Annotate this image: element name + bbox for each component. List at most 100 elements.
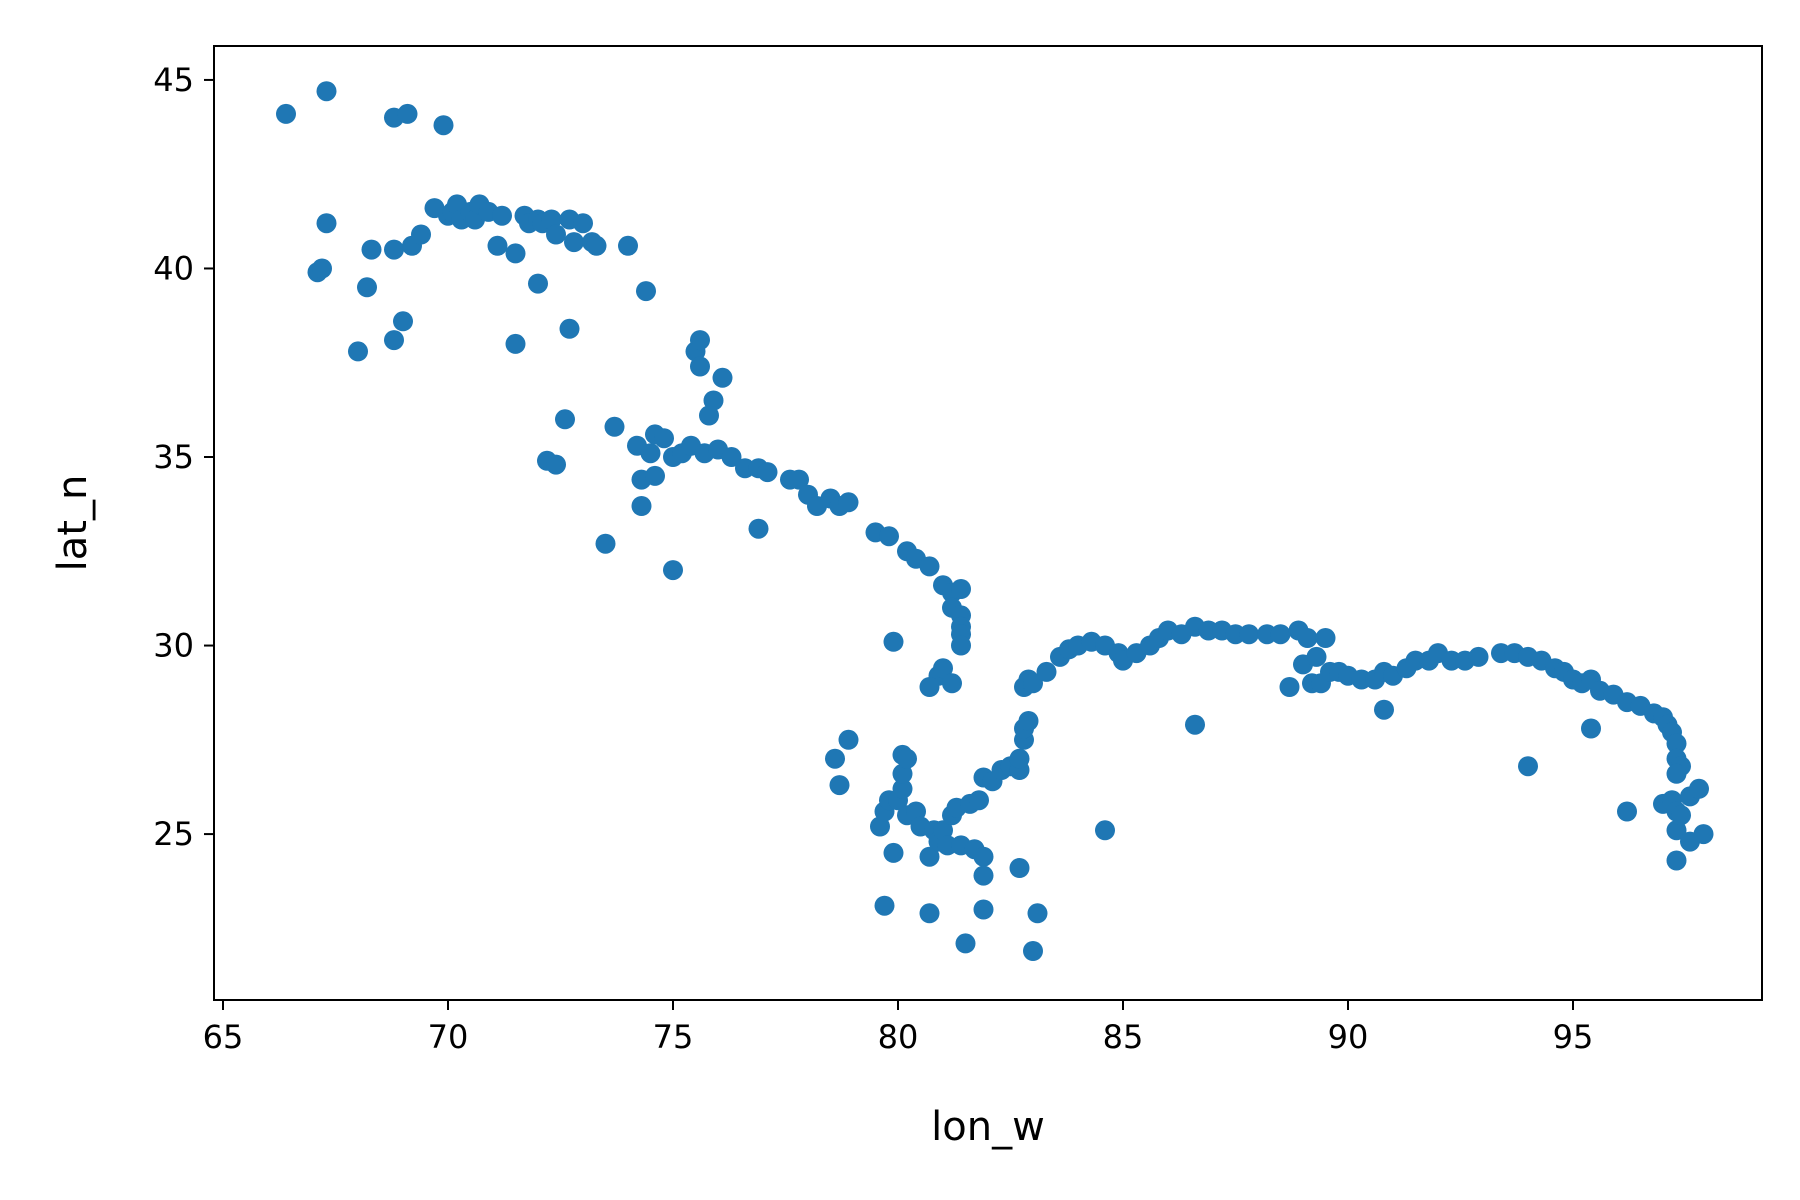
data-point [1671,805,1691,826]
data-point [1239,624,1259,645]
data-point [703,390,724,411]
data-point [690,356,710,377]
data-point [906,801,926,822]
data-point [397,103,418,124]
data-point [1518,756,1538,777]
data-point [874,895,895,916]
data-point [411,224,431,245]
data-point [1279,677,1300,697]
data-point [879,526,899,547]
data-point [897,748,917,769]
data-point [883,631,904,652]
data-point [492,205,512,226]
data-point [951,579,971,599]
data-point [883,842,904,863]
y-tick-label: 45 [153,61,194,99]
y-tick-label: 30 [153,627,194,665]
data-point [712,367,733,388]
data-point [955,933,976,954]
data-point [541,209,562,230]
y-tick-label: 35 [153,438,194,476]
x-tick-label: 70 [428,1018,469,1056]
data-point [357,277,377,298]
data-point [973,899,994,920]
data-point [1270,624,1291,645]
data-point [528,273,548,294]
data-point [663,560,683,581]
data-point [316,81,337,102]
x-tick-label: 65 [203,1018,244,1056]
data-point [942,673,962,694]
data-point [1185,714,1205,735]
data-point [487,235,508,256]
data-point [1297,628,1318,648]
data-point [1306,646,1327,667]
data-point [919,846,940,867]
data-point [969,790,989,811]
data-point [1689,778,1709,799]
data-point [825,748,845,769]
data-point [789,469,809,490]
data-point [1666,763,1687,784]
data-point [348,341,368,362]
data-point [636,281,656,302]
data-point [919,556,940,577]
data-point [699,405,719,426]
x-tick-label: 85 [1103,1018,1144,1056]
data-point [690,330,710,351]
plot-area-frame [213,45,1763,1001]
data-point [1018,711,1039,731]
data-point [1095,820,1115,841]
data-point [892,778,913,799]
data-point [393,311,413,332]
data-point [951,635,971,656]
data-point [1023,941,1043,961]
axis-ticks: 65 70 75 80 85 90 95 25 30 35 40 45 [153,61,1593,1056]
data-point [559,318,580,339]
data-point [384,330,404,351]
data-point [573,213,593,234]
data-point [564,232,584,253]
data-point [316,213,337,234]
data-point [595,533,616,554]
x-tick-label: 75 [653,1018,694,1056]
data-point [1693,824,1714,845]
y-tick-label: 40 [153,249,194,287]
data-point [640,443,661,464]
data-point [645,465,665,486]
data-point [555,409,575,430]
data-point [312,258,332,279]
x-tick-label: 95 [1553,1018,1594,1056]
data-point [870,816,890,837]
data-point [1666,733,1687,754]
data-point [546,454,566,475]
data-point [1374,699,1394,720]
data-point [838,729,859,750]
data-point [618,235,638,256]
points-layer [276,81,1714,961]
data-point [631,496,652,516]
x-tick-label: 90 [1328,1018,1369,1056]
data-point [505,333,526,354]
data-point [973,865,994,886]
data-point [505,243,526,264]
data-point [1036,661,1057,682]
data-point [276,103,296,124]
data-point [829,775,850,796]
x-axis-label: lon_w [931,1104,1045,1150]
data-point [933,658,953,679]
data-point [361,239,382,260]
data-point [1009,858,1030,878]
y-tick-label: 25 [153,815,194,853]
data-point [604,416,625,437]
data-point [654,428,674,449]
data-point [1468,646,1489,667]
x-tick-label: 80 [878,1018,919,1056]
data-point [721,447,742,467]
data-point [838,492,859,513]
data-point [973,846,994,867]
data-point [1315,628,1336,648]
data-point [1666,820,1687,841]
